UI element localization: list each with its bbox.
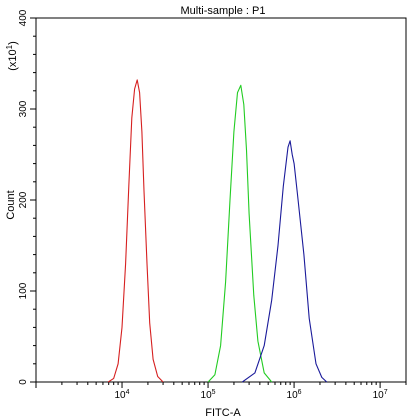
x-axis: 104 105 106 107 [35,382,407,401]
x-tick-label: 105 [201,389,216,401]
y-tick-label: 400 [18,9,29,26]
y-tick-label: 200 [18,191,29,208]
series-line-1 [107,79,164,383]
y-multiplier-text: (x10 [7,49,19,70]
series-layer [107,79,328,383]
x-tick-label: 104 [115,389,130,401]
y-multiplier: (x101) [5,41,19,71]
y-multiplier-exponent: 1 [5,44,14,49]
y-tick-label: 100 [18,282,29,299]
y-axis-label: Count [5,190,17,219]
y-axis: 0 100 200 300 400 [18,9,36,385]
series-line-3 [241,140,328,383]
y-tick-label: 0 [18,379,29,385]
x-tick-label: 107 [373,389,388,401]
chart-title: Multi-sample : P1 [181,5,266,17]
y-tick-label: 300 [18,100,29,117]
plot-frame [35,17,407,383]
series-line-2 [207,84,273,383]
x-axis-label: FITC-A [205,407,241,419]
svg-text:(x101): (x101) [5,41,19,71]
x-tick-label: 106 [287,389,302,401]
y-multiplier-close: ) [7,41,19,45]
